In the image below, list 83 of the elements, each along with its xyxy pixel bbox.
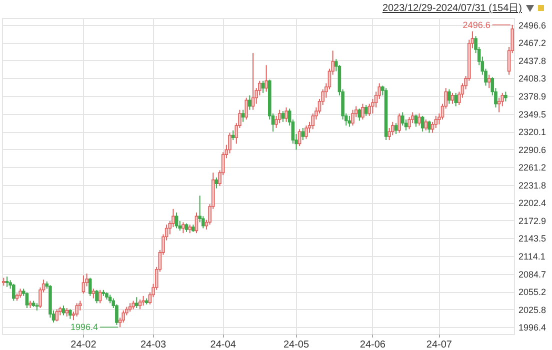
- candlestick: [214, 177, 218, 189]
- y-tick-label: 2349.5: [518, 109, 546, 120]
- annotation: 2496.6: [462, 20, 490, 30]
- x-tick-label: 24-06: [360, 340, 386, 350]
- candlestick: [497, 97, 501, 113]
- annotation: 1996.4: [70, 322, 98, 332]
- candlestick: [364, 104, 368, 116]
- candlestick: [281, 110, 285, 122]
- candlestick: [228, 132, 232, 154]
- candlestick: [304, 125, 308, 140]
- candlestick: [398, 112, 401, 134]
- candlestick: [368, 103, 372, 116]
- y-tick-label: 2496.6: [518, 20, 546, 30]
- candlestick: [98, 289, 102, 304]
- y-tick-label: 2408.3: [518, 74, 546, 84]
- y-tick-label: 2055.2: [518, 287, 546, 298]
- candlestick: [450, 92, 454, 104]
- candlestick: [231, 130, 235, 141]
- candlestick: [301, 127, 305, 141]
- candlestick: [261, 80, 265, 94]
- y-tick-label: 2143.5: [518, 234, 546, 244]
- candlestick: [394, 122, 398, 135]
- candlestick: [182, 222, 185, 234]
- y-tick-label: 1996.4: [518, 322, 546, 333]
- y-tick-label: 2320.1: [518, 127, 546, 138]
- candlestick: [487, 74, 491, 89]
- candlestick: [122, 310, 125, 324]
- candlestick: [95, 289, 98, 304]
- y-tick-label: 2378.9: [518, 92, 546, 102]
- y-tick-label: 2025.8: [518, 304, 546, 315]
- candlestick: [62, 305, 66, 316]
- candlestick: [264, 64, 268, 92]
- candlestick: [298, 128, 302, 147]
- candlestick: [92, 288, 96, 299]
- candlestick: [135, 296, 138, 309]
- candlestick: [194, 212, 198, 234]
- candlestick: [88, 277, 92, 296]
- candlestick: [251, 52, 255, 110]
- x-tick-label: 24-02: [70, 340, 97, 350]
- candlestick: [348, 115, 352, 128]
- candlestick: [284, 106, 288, 122]
- candlestick: [414, 114, 418, 128]
- candlestick: [25, 292, 29, 309]
- candlestick: [244, 97, 248, 120]
- y-tick-label: 2467.2: [518, 38, 546, 48]
- y-tick-label: 2114.1: [518, 251, 546, 262]
- candlestick: [55, 308, 59, 322]
- candlestick: [418, 112, 421, 126]
- candlestick: [12, 283, 16, 302]
- candlestick: [142, 295, 145, 306]
- candlestick: [248, 94, 252, 110]
- x-tick-label: 24-03: [140, 340, 166, 350]
- candlestick: [454, 92, 458, 107]
- y-tick-label: 2290.6: [518, 144, 546, 155]
- y-tick-label: 2202.4: [518, 198, 546, 208]
- candlestick: [68, 308, 72, 320]
- candlestick: [504, 91, 508, 102]
- candlestick: [424, 119, 428, 131]
- candlestick: [278, 109, 282, 124]
- y-tick-label: 2084.7: [518, 269, 546, 280]
- chart-title: 2023/12/29-2024/07/31 (154日): [382, 2, 522, 15]
- candlestick: [428, 120, 431, 134]
- candlestick: [82, 274, 86, 294]
- y-tick-label: 2261.2: [518, 162, 546, 173]
- x-tick-label: 24-07: [426, 340, 452, 350]
- candlestick: [18, 288, 22, 298]
- x-tick-label: 24-04: [210, 340, 236, 350]
- candlestick: [448, 88, 451, 104]
- x-tick-label: 24-05: [283, 340, 310, 350]
- candlestick: [5, 276, 9, 288]
- candlestick: [400, 112, 404, 126]
- candlestick: [351, 109, 354, 126]
- y-tick-label: 2437.8: [518, 56, 546, 66]
- y-tick-label: 2231.8: [518, 180, 546, 190]
- candlestick: [138, 299, 142, 310]
- candlestick: [361, 103, 364, 120]
- candlestick: [358, 108, 362, 122]
- candlestick: [75, 302, 78, 317]
- candlestick: [408, 116, 411, 130]
- y-tick-label: 2172.9: [518, 216, 546, 226]
- candlestick: [241, 109, 245, 122]
- candlestick: [420, 115, 424, 132]
- candlestick: [391, 121, 394, 136]
